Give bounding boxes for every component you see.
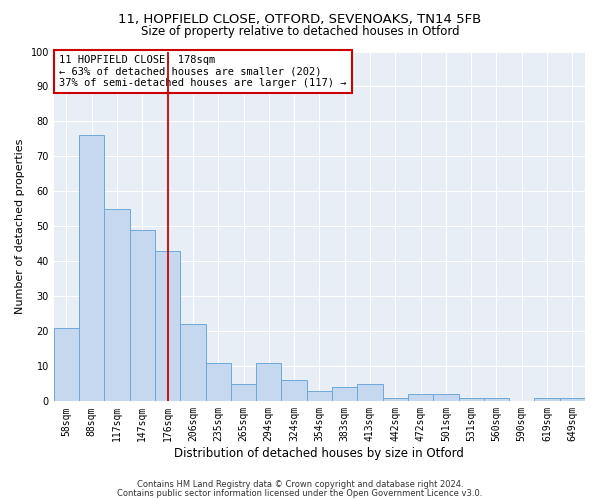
Bar (206, 363, 231, 402)
Bar (535, 398, 560, 402)
Bar (256, 363, 281, 402)
Bar (307, 391, 332, 402)
Text: Size of property relative to detached houses in Otford: Size of property relative to detached ho… (140, 25, 460, 38)
Bar (79, 136, 104, 402)
Bar (458, 398, 484, 402)
Bar (383, 398, 408, 402)
Bar (433, 394, 458, 402)
Bar (155, 251, 180, 402)
Bar (104, 209, 130, 402)
X-axis label: Distribution of detached houses by size in Otford: Distribution of detached houses by size … (175, 447, 464, 460)
Bar (408, 394, 433, 402)
Bar (180, 324, 206, 402)
Bar (231, 384, 256, 402)
Bar (560, 398, 585, 402)
Text: 11, HOPFIELD CLOSE, OTFORD, SEVENOAKS, TN14 5FB: 11, HOPFIELD CLOSE, OTFORD, SEVENOAKS, T… (118, 12, 482, 26)
Text: 11 HOPFIELD CLOSE: 178sqm
← 63% of detached houses are smaller (202)
37% of semi: 11 HOPFIELD CLOSE: 178sqm ← 63% of detac… (59, 55, 347, 88)
Bar (358, 384, 383, 402)
Bar (332, 388, 358, 402)
Bar (484, 398, 509, 402)
Y-axis label: Number of detached properties: Number of detached properties (15, 138, 25, 314)
Text: Contains HM Land Registry data © Crown copyright and database right 2024.: Contains HM Land Registry data © Crown c… (137, 480, 463, 489)
Bar (54, 328, 79, 402)
Bar (281, 380, 307, 402)
Bar (130, 230, 155, 402)
Text: Contains public sector information licensed under the Open Government Licence v3: Contains public sector information licen… (118, 488, 482, 498)
